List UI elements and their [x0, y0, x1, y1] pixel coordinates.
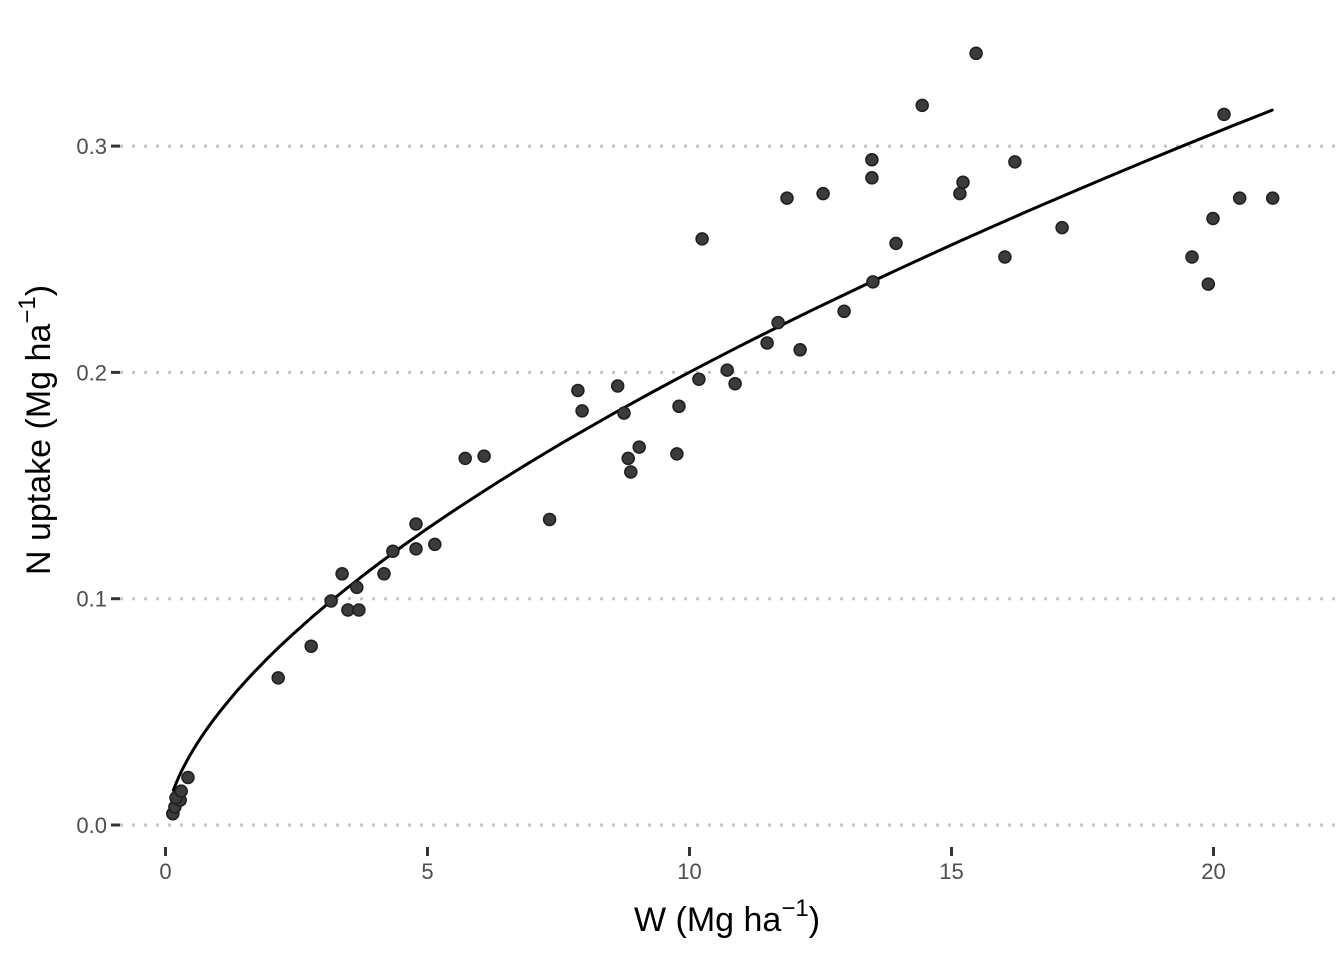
data-point — [271, 671, 285, 685]
data-point — [1206, 211, 1220, 226]
data-point — [1185, 250, 1199, 264]
x-tick-label: 5 — [421, 859, 433, 884]
data-point — [621, 451, 635, 466]
data-point — [1008, 155, 1022, 169]
data-point — [720, 363, 734, 377]
data-point — [610, 379, 625, 393]
data-point — [1265, 191, 1280, 205]
data-point — [837, 304, 851, 319]
data-point — [915, 98, 929, 113]
data-point — [956, 175, 970, 190]
data-point — [324, 594, 338, 608]
data-point — [377, 567, 391, 581]
x-axis-title: W (Mg ha−1) — [634, 895, 820, 939]
data-point — [341, 603, 355, 617]
data-point — [866, 275, 880, 289]
data-point — [352, 603, 366, 617]
y-axis-title: N uptake (Mg ha−1) — [14, 285, 58, 575]
x-tick-label: 15 — [939, 859, 963, 884]
y-tick-label: 0.1 — [76, 587, 107, 612]
data-point — [335, 567, 349, 581]
data-point — [760, 336, 774, 350]
data-point — [953, 186, 967, 201]
data-point — [771, 315, 785, 330]
data-point — [181, 770, 195, 785]
data-point — [542, 512, 557, 527]
data-point — [1232, 191, 1247, 205]
data-point — [692, 372, 706, 386]
y-tick-labels: 0.0 0.1 0.2 0.3 — [76, 134, 107, 838]
data-point — [458, 451, 472, 466]
data-point — [386, 544, 400, 558]
data-point — [1201, 277, 1216, 291]
fit-curve-line — [171, 108, 1274, 792]
data-point — [998, 250, 1012, 264]
data-point — [793, 343, 807, 357]
axis-tick-marks — [111, 144, 1215, 856]
data-point — [350, 580, 364, 595]
data-point — [865, 171, 879, 185]
y-tick-label: 0.3 — [76, 134, 107, 159]
data-point — [1055, 220, 1069, 235]
data-point — [575, 404, 589, 418]
data-point — [409, 542, 423, 556]
data-point — [624, 465, 638, 479]
data-point — [780, 191, 794, 205]
y-tick-label: 0.2 — [76, 360, 107, 385]
data-point — [865, 152, 879, 167]
x-tick-label: 10 — [677, 859, 701, 884]
data-point — [672, 399, 686, 414]
data-point — [174, 784, 188, 798]
x-tick-label: 0 — [159, 859, 171, 884]
data-point — [695, 232, 709, 246]
x-tick-label: 20 — [1201, 859, 1225, 884]
data-point — [632, 440, 646, 454]
data-point — [889, 236, 903, 251]
data-point — [571, 383, 585, 398]
data-point — [670, 447, 684, 461]
data-point — [477, 449, 491, 463]
data-point — [409, 517, 423, 531]
data-point — [617, 406, 631, 420]
data-point — [728, 376, 742, 391]
x-tick-labels: 0 5 10 15 20 — [159, 859, 1225, 884]
data-point — [816, 186, 830, 201]
data-point — [304, 639, 318, 653]
data-point — [428, 537, 442, 552]
data-points — [166, 46, 1280, 821]
data-point — [1217, 107, 1231, 122]
y-tick-label: 0.0 — [76, 813, 107, 838]
data-point — [969, 46, 983, 61]
